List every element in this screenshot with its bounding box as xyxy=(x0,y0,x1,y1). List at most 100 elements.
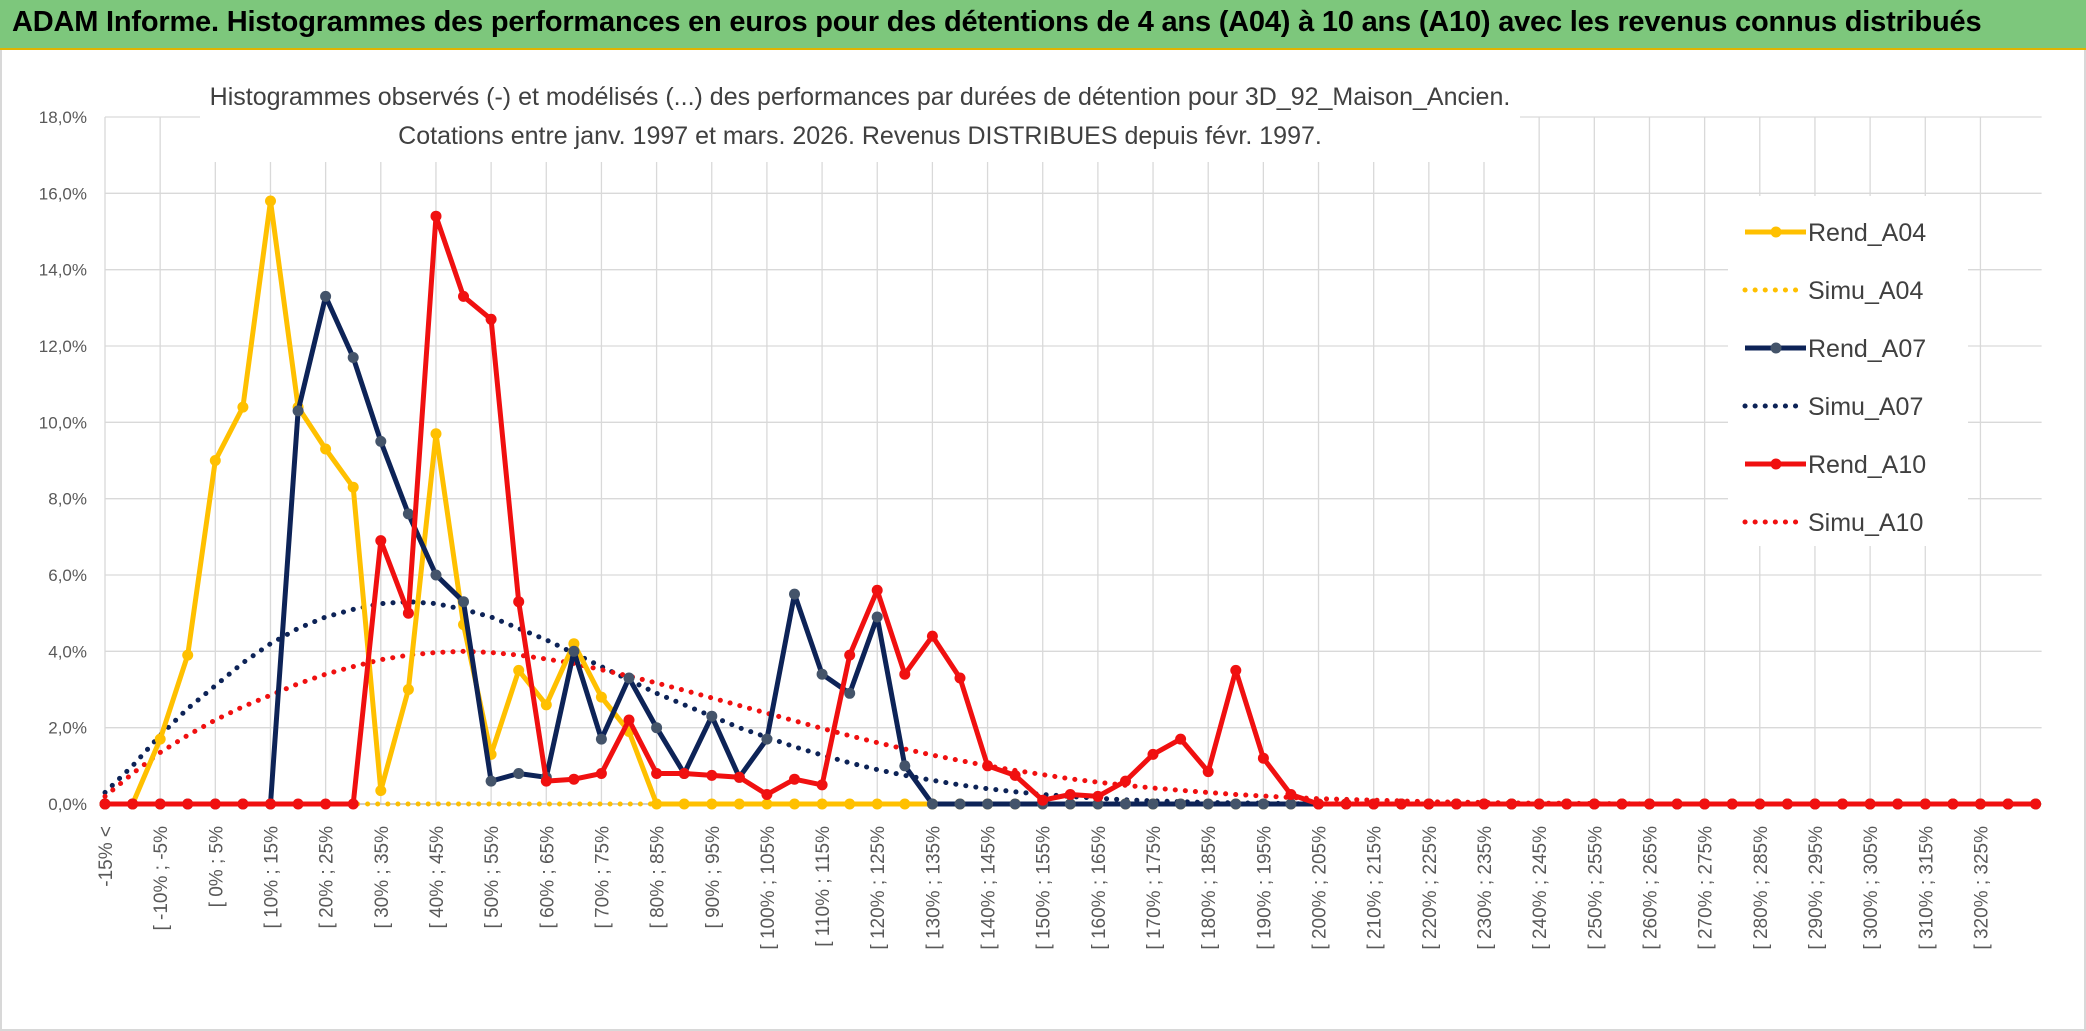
data-point-Rend_A10 xyxy=(513,596,525,608)
data-point-Rend_A10 xyxy=(1313,798,1324,810)
data-point-Rend_A07 xyxy=(375,435,387,447)
data-point-Rend_A10 xyxy=(1009,769,1021,781)
data-point-Rend_A10 xyxy=(1892,798,1904,810)
y-tick-label: 6,0% xyxy=(48,566,87,585)
data-point-Rend_A10 xyxy=(154,798,166,810)
series-Simu_A07 xyxy=(102,599,2039,807)
data-point-Rend_A10 xyxy=(899,668,911,680)
legend-label: Rend_A10 xyxy=(1808,451,1926,479)
legend-item-Simu_A07: Simu_A07 xyxy=(1742,393,1923,421)
legend-item-Simu_A04: Simu_A04 xyxy=(1742,277,1923,305)
data-point-Rend_A10 xyxy=(706,769,718,781)
x-tick-label: [ 50% ; 55% xyxy=(482,826,503,929)
data-point-Rend_A10 xyxy=(1257,752,1269,764)
data-point-Rend_A10 xyxy=(1699,798,1711,810)
data-point-Rend_A10 xyxy=(1423,798,1435,810)
data-point-Rend_A10 xyxy=(844,649,856,661)
data-point-Rend_A04 xyxy=(154,733,166,745)
data-point-Rend_A10 xyxy=(954,672,966,684)
y-tick-label: 4,0% xyxy=(48,642,87,661)
data-point-Rend_A10 xyxy=(1175,733,1187,745)
x-tick-label: [ 290% ; 295% xyxy=(1806,826,1827,950)
data-point-Rend_A10 xyxy=(1368,798,1380,810)
data-point-Rend_A04 xyxy=(430,428,442,440)
data-point-Rend_A04 xyxy=(320,443,332,455)
data-point-Rend_A04 xyxy=(568,638,580,650)
data-point-Rend_A10 xyxy=(127,798,139,810)
x-tick-label: [ 100% ; 105% xyxy=(758,826,779,950)
data-point-Rend_A10 xyxy=(1754,798,1766,810)
data-point-Rend_A10 xyxy=(209,798,221,810)
data-point-Rend_A07 xyxy=(430,569,442,581)
x-tick-label: [ 270% ; 275% xyxy=(1696,826,1717,950)
x-tick-label: [ 70% ; 75% xyxy=(592,826,613,929)
data-point-Rend_A10 xyxy=(1340,798,1352,810)
x-tick-label: [ 160% ; 165% xyxy=(1089,826,1110,950)
data-point-Rend_A04 xyxy=(540,699,552,711)
data-point-Rend_A04 xyxy=(871,798,883,810)
legend-label: Rend_A04 xyxy=(1808,219,1926,247)
data-point-Rend_A07 xyxy=(1120,798,1131,810)
x-tick-label: -15% < xyxy=(96,826,117,887)
data-point-Rend_A07 xyxy=(347,352,359,363)
data-point-Rend_A07 xyxy=(761,733,773,745)
data-point-Rend_A07 xyxy=(789,588,800,600)
data-point-Rend_A10 xyxy=(678,768,690,779)
y-tick-label: 16,0% xyxy=(39,184,87,203)
data-point-Rend_A07 xyxy=(458,596,469,608)
x-tick-label: [ 300% ; 305% xyxy=(1861,826,1882,950)
data-point-Rend_A07 xyxy=(513,768,525,779)
report-banner: ADAM Informe. Histogrammes des performan… xyxy=(0,0,2086,50)
x-axis-ticks: -15% < [ -10% ; -5% [ 0% ; 5% [ 10% ; 15% [ … xyxy=(96,826,1992,950)
legend-item-Rend_A10: Rend_A10 xyxy=(1745,451,1926,479)
x-tick-label: [ 90% ; 95% xyxy=(703,826,724,929)
data-point-Rend_A10 xyxy=(1809,798,1821,810)
chart-title-background xyxy=(200,74,1520,162)
data-point-Rend_A10 xyxy=(265,798,276,810)
data-point-Rend_A04 xyxy=(402,684,414,695)
legend-label: Rend_A07 xyxy=(1808,335,1926,363)
data-point-Rend_A10 xyxy=(651,768,663,779)
data-point-Rend_A04 xyxy=(706,798,718,810)
data-point-Rend_A10 xyxy=(1147,748,1159,760)
data-point-Rend_A10 xyxy=(99,798,111,810)
data-point-Rend_A10 xyxy=(1092,790,1104,802)
data-point-Rend_A10 xyxy=(568,773,580,785)
data-point-Rend_A10 xyxy=(1285,789,1297,800)
data-point-Rend_A07 xyxy=(1009,798,1021,810)
legend-item-Rend_A04: Rend_A04 xyxy=(1745,219,1926,247)
legend-label: Simu_A10 xyxy=(1808,509,1923,537)
data-point-Rend_A10 xyxy=(2002,798,2014,810)
x-tick-label: [ 230% ; 235% xyxy=(1475,826,1496,950)
data-point-Rend_A10 xyxy=(1561,798,1573,810)
data-point-Rend_A10 xyxy=(1037,794,1049,806)
data-point-Rend_A10 xyxy=(375,535,387,547)
data-point-Rend_A04 xyxy=(237,401,249,413)
data-point-Rend_A10 xyxy=(347,798,359,810)
data-point-Rend_A10 xyxy=(430,210,442,222)
data-point-Rend_A10 xyxy=(1533,798,1545,810)
data-point-Rend_A10 xyxy=(1202,766,1214,778)
x-tick-label: [ 40% ; 45% xyxy=(427,826,448,929)
data-point-Rend_A10 xyxy=(1726,798,1738,810)
data-point-Rend_A10 xyxy=(1230,664,1242,676)
x-tick-label: [ 10% ; 15% xyxy=(261,826,282,929)
x-tick-label: [ -10% ; -5% xyxy=(151,826,172,931)
series-line-Simu_A07 xyxy=(102,599,2039,807)
data-point-Rend_A10 xyxy=(1864,798,1876,810)
data-point-Rend_A10 xyxy=(540,775,552,787)
data-point-Rend_A10 xyxy=(1478,798,1490,810)
data-point-Rend_A04 xyxy=(375,785,387,797)
data-point-Rend_A07 xyxy=(1257,798,1269,810)
data-point-Rend_A04 xyxy=(182,649,194,661)
data-point-Rend_A07 xyxy=(1285,798,1297,810)
data-point-Rend_A07 xyxy=(954,798,966,810)
data-point-Rend_A10 xyxy=(292,798,304,810)
data-point-Rend_A10 xyxy=(1781,798,1793,810)
data-point-Rend_A10 xyxy=(623,714,635,726)
x-tick-label: [ 0% ; 5% xyxy=(206,826,227,907)
x-tick-label: [ 150% ; 155% xyxy=(1034,826,1055,950)
data-point-Rend_A07 xyxy=(982,798,994,810)
data-point-Rend_A10 xyxy=(1974,798,1986,810)
